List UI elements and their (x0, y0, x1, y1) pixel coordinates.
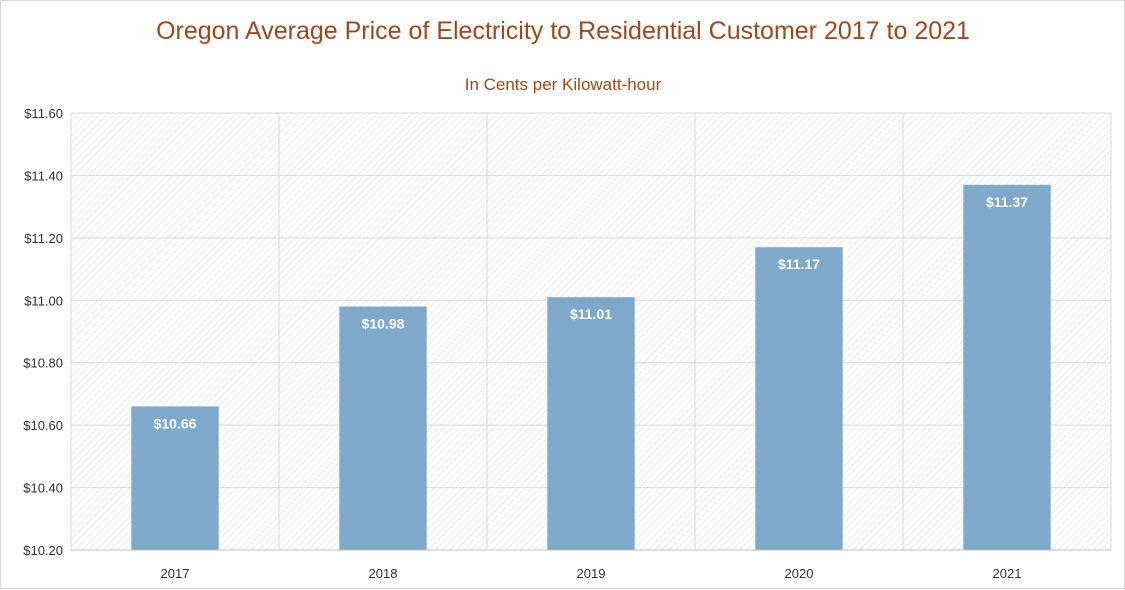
y-tick-label: $11.20 (24, 231, 63, 246)
data-label: $10.98 (362, 316, 405, 332)
x-axis: 2017 2018 2019 2020 2021 (71, 549, 1111, 581)
x-tick-label: 2017 (161, 566, 190, 581)
chart-subtitle: In Cents per Kilowatt-hour (465, 75, 662, 94)
y-tick-label: $10.60 (23, 418, 63, 433)
y-tick-label: $11.60 (24, 106, 63, 121)
bar-2018 (339, 306, 427, 550)
y-tick-label: $10.20 (23, 543, 63, 558)
data-label: $10.66 (154, 415, 197, 431)
data-label: $11.17 (778, 256, 820, 272)
x-tick-label: 2020 (785, 566, 814, 581)
x-tick-label: 2018 (369, 566, 398, 581)
bar-2017 (131, 406, 219, 550)
bar-2020 (755, 247, 843, 550)
y-tick-label: $10.80 (23, 356, 63, 371)
chart-title: Oregon Average Price of Electricity to R… (156, 17, 970, 45)
y-tick-label: $11.40 (24, 168, 63, 183)
bars (131, 184, 1051, 551)
y-tick-label: $11.00 (24, 293, 63, 308)
data-label: $11.37 (986, 194, 1028, 210)
bar-2019 (547, 297, 635, 550)
y-axis: $10.20 $10.40 $10.60 $10.80 $11.00 $11.20 $11.… (23, 106, 63, 558)
bar-2021 (963, 184, 1051, 551)
x-tick-label: 2019 (577, 566, 606, 581)
data-label: $11.01 (570, 306, 612, 322)
y-tick-label: $10.40 (23, 481, 63, 496)
x-tick-label: 2021 (993, 566, 1022, 581)
data-labels: $10.66 $10.98 $11.01 $11.17 $11.37 (154, 194, 1029, 432)
